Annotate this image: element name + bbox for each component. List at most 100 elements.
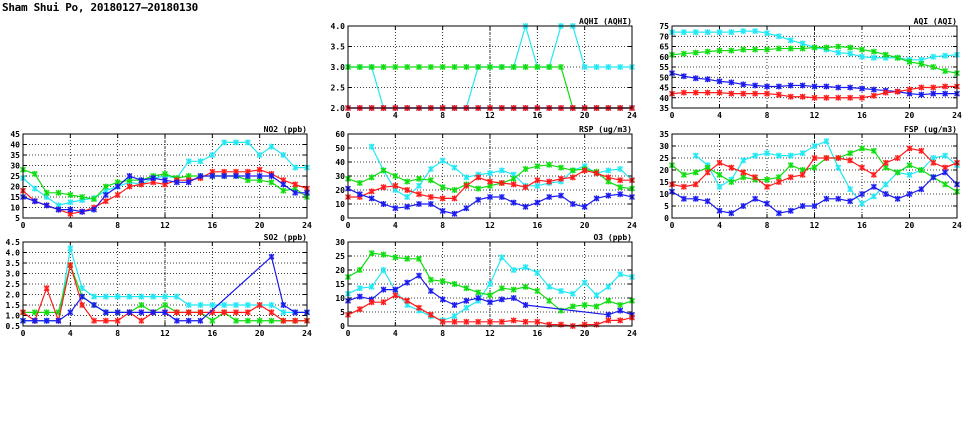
data-point-blue [451, 302, 458, 308]
data-point-cyan [859, 200, 865, 207]
marker-star [510, 181, 517, 188]
y-tick-label: 60 [335, 130, 345, 139]
data-point-red [102, 317, 109, 324]
y-tick-label: 35 [659, 130, 669, 139]
data-point-red [752, 90, 759, 97]
marker-star [787, 207, 794, 214]
marker-star [416, 64, 422, 70]
data-point-red [680, 183, 687, 190]
data-point-green [416, 64, 422, 70]
data-point-green [799, 45, 806, 52]
page-title: Sham Shui Po, 20180127–20180130 [2, 1, 198, 14]
data-point-red [859, 94, 865, 101]
y-tick-label: 15 [10, 193, 20, 202]
marker-star [752, 82, 759, 89]
marker-star [546, 283, 553, 290]
data-point-blue [605, 311, 612, 318]
marker-star [197, 309, 204, 316]
data-point-red [91, 317, 97, 324]
data-point-cyan [91, 293, 97, 300]
data-point-blue [823, 195, 830, 202]
data-point-green [569, 167, 576, 174]
marker-star [569, 167, 576, 174]
marker-star [581, 167, 588, 174]
marker-star [162, 309, 168, 316]
data-point-blue [356, 293, 363, 300]
data-point-green [870, 48, 877, 55]
data-point-red [835, 155, 842, 161]
data-point-blue [55, 317, 62, 324]
data-point-blue [209, 173, 216, 179]
marker-star [680, 171, 687, 178]
marker-star [534, 182, 541, 189]
marker-star [475, 318, 482, 325]
data-point-cyan [581, 279, 588, 286]
data-point-blue [162, 177, 168, 184]
data-point-red [534, 177, 541, 184]
x-tick-label: 4 [393, 329, 398, 338]
marker-star [716, 159, 723, 166]
data-point-cyan [268, 143, 275, 150]
data-point-blue [847, 198, 854, 205]
data-point-blue [847, 84, 854, 91]
data-point-red [126, 183, 133, 190]
marker-star [942, 83, 949, 90]
data-point-green [380, 167, 387, 174]
data-point-blue [522, 302, 529, 308]
data-point-blue [835, 84, 842, 91]
data-point-cyan [67, 199, 74, 206]
data-point-cyan [906, 171, 913, 178]
marker-star [764, 200, 770, 207]
marker-star [67, 191, 74, 198]
marker-star [823, 195, 830, 202]
data-point-green [740, 46, 747, 53]
data-point-green [918, 167, 925, 173]
marker-star [906, 191, 913, 197]
data-point-red [487, 318, 493, 325]
data-point-red [835, 94, 842, 101]
data-point-red [882, 89, 889, 96]
marker-star [498, 180, 505, 186]
data-point-cyan [233, 139, 239, 146]
data-point-cyan [162, 293, 168, 300]
data-point-red [811, 155, 818, 161]
marker-star [31, 185, 38, 192]
data-point-green [546, 297, 553, 304]
marker-star [404, 187, 411, 193]
y-tick-label: 75 [659, 22, 669, 31]
marker-star [185, 179, 192, 186]
data-point-green [510, 64, 517, 70]
data-point-cyan [605, 167, 612, 174]
data-point-cyan [280, 309, 287, 316]
plot-frame [671, 25, 958, 109]
data-point-blue [138, 177, 145, 184]
y-tick-label: 3.0 [331, 63, 346, 72]
marker-star [728, 164, 735, 171]
marker-star [835, 49, 842, 56]
marker-star [102, 309, 109, 316]
data-point-cyan [692, 29, 699, 36]
data-point-blue [569, 201, 576, 207]
data-point-blue [404, 203, 411, 210]
y-tick-label: 3.0 [6, 270, 21, 279]
marker-star [498, 254, 505, 261]
x-tick-label: 12 [160, 329, 170, 338]
data-point-green [764, 46, 770, 53]
marker-star [439, 64, 446, 70]
data-point-red [256, 166, 263, 173]
marker-star [380, 267, 387, 273]
data-point-green [605, 297, 612, 304]
data-point-blue [930, 90, 937, 97]
marker-star [581, 203, 588, 210]
data-point-green [942, 68, 949, 75]
data-point-green [368, 64, 375, 70]
marker-star [799, 93, 806, 100]
plot-frame [347, 25, 633, 109]
data-point-cyan [221, 139, 228, 146]
x-tick-label: 20 [905, 221, 915, 230]
data-point-blue [55, 206, 62, 213]
marker-star [716, 78, 723, 85]
marker-star [593, 303, 600, 310]
data-point-cyan [67, 245, 74, 252]
marker-star [728, 210, 735, 217]
